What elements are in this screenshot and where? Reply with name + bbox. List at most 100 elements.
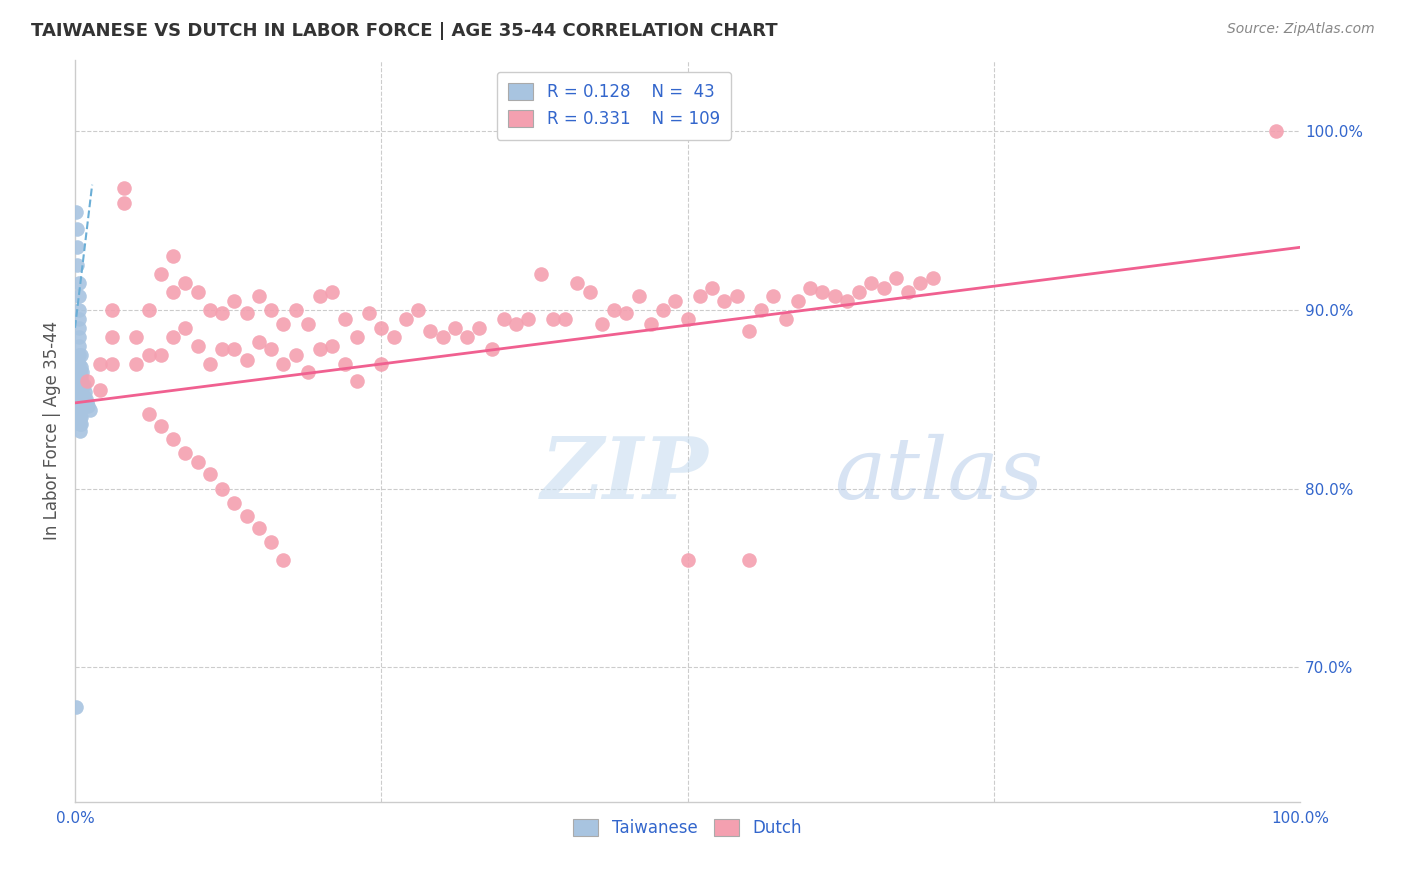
Point bbox=[432, 329, 454, 343]
Text: atlas: atlas bbox=[835, 434, 1043, 516]
Point bbox=[186, 455, 208, 469]
Point bbox=[69, 375, 91, 389]
Point bbox=[65, 204, 87, 219]
Point bbox=[370, 357, 392, 371]
Point bbox=[70, 392, 93, 407]
Point bbox=[149, 419, 172, 434]
Point bbox=[309, 343, 332, 357]
Point bbox=[162, 285, 184, 299]
Point bbox=[70, 382, 93, 396]
Point bbox=[541, 311, 564, 326]
Text: ZIP: ZIP bbox=[540, 434, 709, 516]
Point bbox=[346, 329, 368, 343]
Point bbox=[66, 222, 89, 236]
Point bbox=[211, 343, 233, 357]
Point bbox=[749, 302, 772, 317]
Legend: Taiwanese, Dutch: Taiwanese, Dutch bbox=[565, 810, 810, 846]
Point bbox=[1264, 124, 1286, 138]
Point bbox=[69, 396, 91, 410]
Point bbox=[884, 270, 907, 285]
Point bbox=[333, 311, 356, 326]
Point bbox=[897, 285, 920, 299]
Point bbox=[89, 357, 111, 371]
Point bbox=[162, 249, 184, 263]
Point bbox=[321, 339, 343, 353]
Point bbox=[67, 276, 90, 290]
Point bbox=[567, 276, 589, 290]
Point bbox=[554, 311, 576, 326]
Point bbox=[186, 285, 208, 299]
Point bbox=[529, 267, 551, 281]
Point bbox=[224, 293, 246, 308]
Point bbox=[69, 403, 91, 417]
Point bbox=[492, 311, 515, 326]
Point bbox=[260, 302, 283, 317]
Point bbox=[700, 281, 723, 295]
Point bbox=[67, 320, 90, 334]
Point bbox=[676, 553, 699, 567]
Point bbox=[149, 348, 172, 362]
Point bbox=[70, 401, 93, 416]
Point bbox=[77, 400, 100, 414]
Point bbox=[468, 320, 491, 334]
Point bbox=[72, 378, 94, 392]
Point bbox=[247, 521, 270, 535]
Point bbox=[517, 311, 540, 326]
Point bbox=[346, 375, 368, 389]
Point bbox=[860, 276, 883, 290]
Point bbox=[835, 293, 858, 308]
Point bbox=[443, 320, 465, 334]
Point bbox=[125, 357, 148, 371]
Point bbox=[505, 317, 527, 331]
Point bbox=[382, 329, 405, 343]
Point bbox=[224, 343, 246, 357]
Point bbox=[138, 302, 160, 317]
Point bbox=[357, 306, 380, 320]
Point bbox=[603, 302, 626, 317]
Point bbox=[174, 320, 197, 334]
Point bbox=[652, 302, 675, 317]
Point bbox=[247, 288, 270, 302]
Point bbox=[309, 288, 332, 302]
Point bbox=[921, 270, 943, 285]
Point bbox=[69, 389, 91, 403]
Point bbox=[786, 293, 808, 308]
Point bbox=[640, 317, 662, 331]
Point bbox=[799, 281, 821, 295]
Text: Source: ZipAtlas.com: Source: ZipAtlas.com bbox=[1227, 22, 1375, 37]
Point bbox=[70, 348, 93, 362]
Point bbox=[69, 366, 91, 380]
Point bbox=[481, 343, 503, 357]
Point bbox=[69, 425, 91, 439]
Point bbox=[70, 360, 93, 375]
Point bbox=[824, 288, 846, 302]
Point bbox=[211, 482, 233, 496]
Point bbox=[198, 467, 221, 482]
Point bbox=[67, 357, 90, 371]
Point bbox=[614, 306, 637, 320]
Point bbox=[186, 339, 208, 353]
Point bbox=[67, 311, 90, 326]
Point bbox=[284, 302, 307, 317]
Point bbox=[174, 276, 197, 290]
Point bbox=[725, 288, 748, 302]
Point bbox=[112, 181, 135, 195]
Point bbox=[811, 285, 834, 299]
Point bbox=[198, 357, 221, 371]
Point bbox=[578, 285, 600, 299]
Point bbox=[872, 281, 894, 295]
Point bbox=[89, 384, 111, 398]
Point bbox=[321, 285, 343, 299]
Point bbox=[235, 306, 257, 320]
Point bbox=[198, 302, 221, 317]
Point bbox=[76, 375, 98, 389]
Point bbox=[211, 306, 233, 320]
Point bbox=[713, 293, 735, 308]
Point bbox=[333, 357, 356, 371]
Point bbox=[125, 329, 148, 343]
Point bbox=[76, 396, 98, 410]
Point bbox=[762, 288, 785, 302]
Point bbox=[67, 339, 90, 353]
Text: TAIWANESE VS DUTCH IN LABOR FORCE | AGE 35-44 CORRELATION CHART: TAIWANESE VS DUTCH IN LABOR FORCE | AGE … bbox=[31, 22, 778, 40]
Point bbox=[75, 392, 97, 407]
